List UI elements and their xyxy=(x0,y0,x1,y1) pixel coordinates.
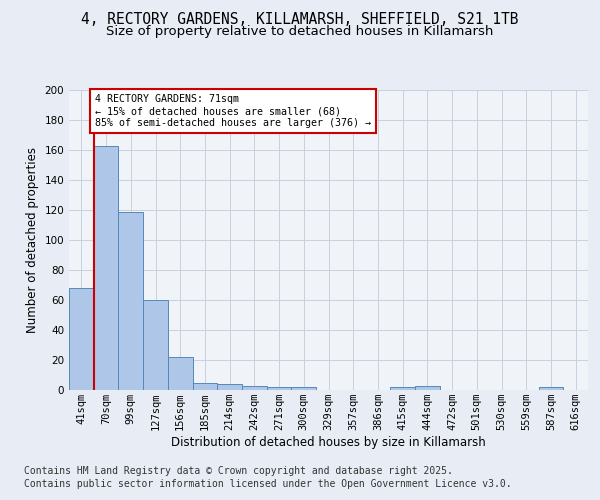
Bar xyxy=(242,386,267,390)
X-axis label: Distribution of detached houses by size in Killamarsh: Distribution of detached houses by size … xyxy=(171,436,486,449)
Bar xyxy=(217,384,242,390)
Text: 4, RECTORY GARDENS, KILLAMARSH, SHEFFIELD, S21 1TB: 4, RECTORY GARDENS, KILLAMARSH, SHEFFIEL… xyxy=(81,12,519,28)
Bar xyxy=(292,387,316,390)
Bar xyxy=(94,146,118,390)
Text: Size of property relative to detached houses in Killamarsh: Size of property relative to detached ho… xyxy=(106,25,494,38)
Bar xyxy=(168,357,193,390)
Bar xyxy=(390,387,415,390)
Text: 4 RECTORY GARDENS: 71sqm
← 15% of detached houses are smaller (68)
85% of semi-d: 4 RECTORY GARDENS: 71sqm ← 15% of detach… xyxy=(95,94,371,128)
Bar xyxy=(193,382,217,390)
Bar xyxy=(118,212,143,390)
Bar xyxy=(69,288,94,390)
Bar xyxy=(267,387,292,390)
Text: Contains HM Land Registry data © Crown copyright and database right 2025.: Contains HM Land Registry data © Crown c… xyxy=(24,466,453,476)
Text: Contains public sector information licensed under the Open Government Licence v3: Contains public sector information licen… xyxy=(24,479,512,489)
Bar xyxy=(539,387,563,390)
Y-axis label: Number of detached properties: Number of detached properties xyxy=(26,147,39,333)
Bar xyxy=(143,300,168,390)
Bar xyxy=(415,386,440,390)
